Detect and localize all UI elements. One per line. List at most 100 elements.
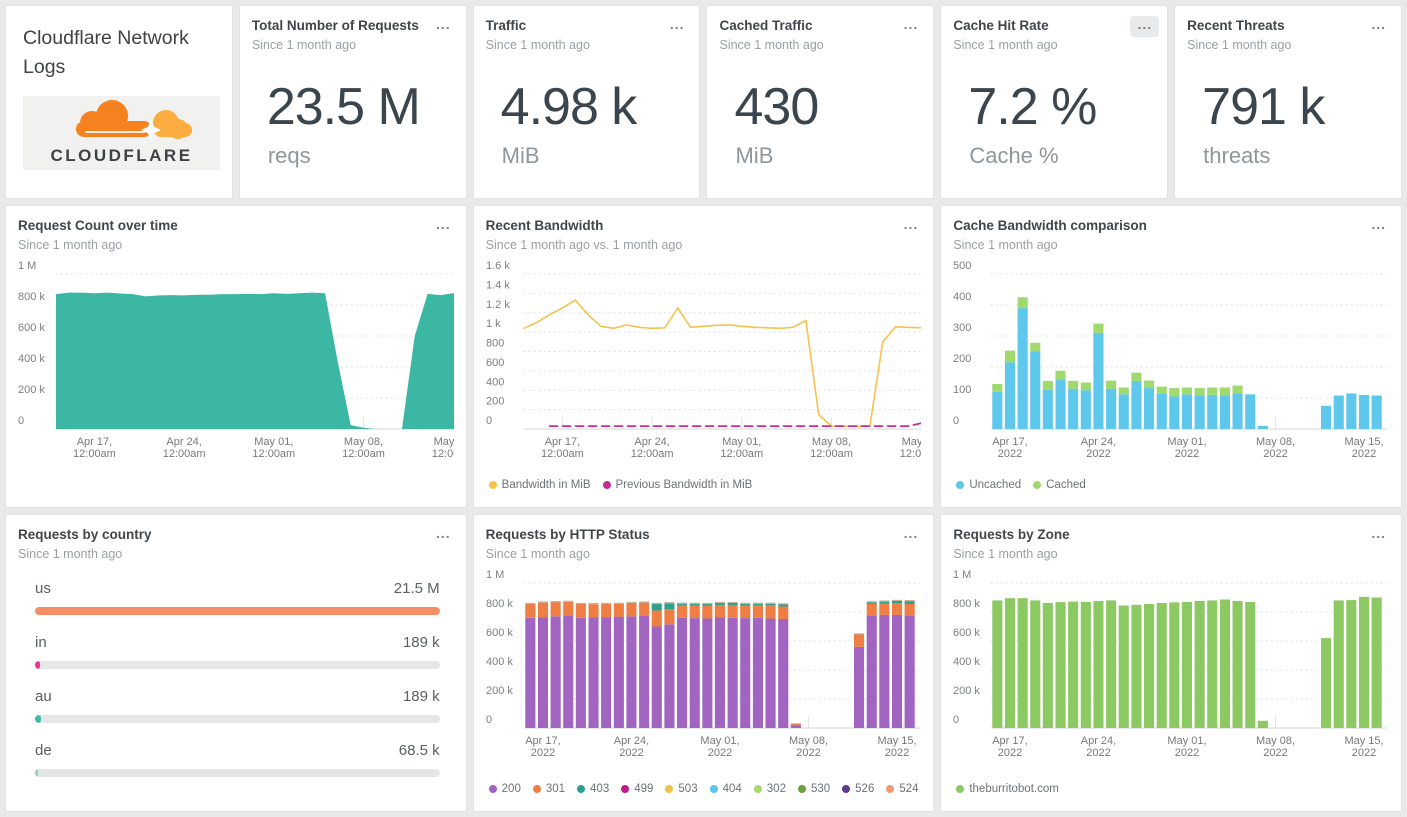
panel-menu-button[interactable]: ... [1364,16,1393,37]
panel-menu-button[interactable]: ... [663,16,692,37]
panel-total-requests: Total Number of Requests Since 1 month a… [238,5,467,199]
panel-requests-by-country: Requests by country Since 1 month ago ..… [5,514,467,812]
chart-legend: theburritobot.com [953,777,1389,799]
legend-item-499[interactable]: 499 [621,783,653,795]
panel-subtitle: Since 1 month ago [953,237,1058,252]
svg-text:May 08,2022: May 08, 2022 [789,735,828,759]
legend-item-403[interactable]: 403 [577,783,609,795]
legend-item-Previous Bandwidth in MiB[interactable]: Previous Bandwidth in MiB [602,479,753,491]
panel-menu-button[interactable]: ... [429,525,458,546]
svg-text:400 k: 400 k [18,353,45,365]
panel-menu-button[interactable]: ... [429,16,458,37]
legend-dot-icon [577,785,586,793]
panel-menu-button[interactable]: ... [897,216,926,237]
legend-dot-icon [1033,481,1042,489]
stat-value: 7.2 % [968,77,1097,136]
legend-item-Cached[interactable]: Cached [1033,479,1086,491]
legend-label: 404 [722,783,742,795]
panel-menu-button[interactable]: ... [897,16,926,37]
svg-text:Apr 24,12:00am: Apr 24, 12:00am [630,436,673,460]
panel-menu-button[interactable]: ... [1364,216,1393,237]
legend-item-theburritobot.com[interactable]: theburritobot.com [956,783,1059,795]
panel-subtitle: Since 1 month ago [485,37,590,52]
requests-by-zone-chart: 1 M 800 k 600 k 400 k 200 k 0 Apr 17, 2022 Apr 2… [953,569,1389,764]
legend-label: 526 [855,783,875,795]
panel-menu-button[interactable]: ... [1364,525,1393,546]
svg-text:1.6 k: 1.6 k [486,260,510,272]
legend-item-Uncached[interactable]: Uncached [956,479,1021,491]
legend-item-302[interactable]: 302 [753,783,786,795]
svg-text:200: 200 [953,353,971,365]
panel-title: Requests by HTTP Status [485,527,650,542]
panel-request-count: Request Count over time Since 1 month ag… [5,205,467,508]
svg-text:0: 0 [18,415,24,427]
legend-item-503[interactable]: 503 [665,783,698,795]
country-bar-track [35,714,440,723]
svg-text:May 08,2022: May 08, 2022 [1256,436,1295,460]
svg-text:500: 500 [953,260,971,272]
svg-text:200 k: 200 k [953,685,980,697]
svg-text:0: 0 [953,415,959,427]
chart-legend: Bandwidth in MiB Previous Bandwidth in Mi… [486,473,922,495]
legend-dot-icon [753,785,762,793]
svg-text:Apr 17,12:00am: Apr 17, 12:00am [541,436,584,460]
legend-label: Previous Bandwidth in MiB [615,479,753,491]
panel-menu-button[interactable]: ... [1130,16,1160,37]
panel-traffic: Traffic Since 1 month ago ... 4.98 k MiB [472,5,701,199]
svg-text:800 k: 800 k [486,598,513,610]
dashboard-title: Cloudflare Network Logs [23,27,189,79]
legend-label: 524 [899,783,919,795]
panel-cloudflare-logo: Cloudflare Network Logs CLOUDFLARE [5,5,233,199]
country-value: 68.5 k [398,741,440,759]
panel-menu-button[interactable]: ... [897,525,926,546]
svg-text:May 01,12:00am: May 01, 12:00am [720,436,763,460]
country-bar-fill [35,768,39,777]
bar-series-301 [524,601,915,725]
stat-value: 23.5 M [266,77,421,136]
legend-dot-icon [488,481,497,489]
panel-title: Requests by Zone [953,527,1070,542]
cloudflare-wordmark: CLOUDFLARE [50,146,193,165]
bar-series-Uncached [992,307,1383,429]
legend-item-524[interactable]: 524 [886,783,919,795]
recent-bandwidth-svg: 1.6 k 1.4 k 1.2 k 1 k 800 600 400 200 0 Apr 17, 12… [486,260,922,460]
svg-text:1.2 k: 1.2 k [486,299,510,311]
legend-dot-icon [665,785,674,793]
svg-text:400: 400 [953,291,971,303]
svg-text:0: 0 [486,714,492,726]
svg-text:Apr 24,2022: Apr 24, 2022 [1081,436,1116,460]
svg-text:600 k: 600 k [18,322,45,334]
panel-subtitle: Since 1 month ago [953,546,1058,561]
bar-series-Cached [992,297,1243,397]
svg-text:400 k: 400 k [486,656,513,668]
svg-text:Apr 17,12:00am: Apr 17, 12:00am [73,436,116,460]
axis: 1 M 800 k 600 k 400 k 200 k 0 Apr 17, 12:00am Ap… [18,260,454,460]
stat-value: 4.98 k [500,77,638,136]
legend-item-404[interactable]: 404 [709,783,742,795]
svg-text:Apr 24,2022: Apr 24, 2022 [1081,735,1116,759]
country-row-us: us 21.5 M [35,561,440,615]
svg-text:May 08,12:00am: May 08, 12:00am [342,436,385,460]
charts-row-1: Request Count over time Since 1 month ag… [5,205,1402,508]
stat-value: 791 k [1202,77,1325,136]
panel-subtitle: Since 1 month ago [251,37,357,52]
chart-legend [18,485,454,495]
panel-subtitle: Since 1 month ago [953,37,1058,52]
panel-subtitle: Since 1 month ago vs. 1 month ago [485,237,683,252]
chart-legend: 200 301 403 499 503 404 302 530 526 524 [486,777,922,799]
legend-dot-icon [602,481,611,489]
bar-series-403 [651,600,915,611]
legend-item-Bandwidth in MiB[interactable]: Bandwidth in MiB [488,479,591,491]
panel-title: Recent Bandwidth [485,218,604,233]
svg-text:1 k: 1 k [486,318,501,330]
country-label: de [35,741,52,759]
svg-text:200 k: 200 k [486,685,513,697]
legend-item-530[interactable]: 530 [797,783,830,795]
legend-item-200[interactable]: 200 [488,783,521,795]
legend-label: 302 [766,783,786,795]
legend-item-526[interactable]: 526 [842,783,874,795]
legend-item-301[interactable]: 301 [532,783,565,795]
svg-text:1 M: 1 M [486,569,504,581]
cache-bandwidth-svg: 500 400 300 200 100 0 Apr 17, 2022 Apr 24, 2022 Ma… [953,260,1388,460]
panel-menu-button[interactable]: ... [429,216,458,237]
